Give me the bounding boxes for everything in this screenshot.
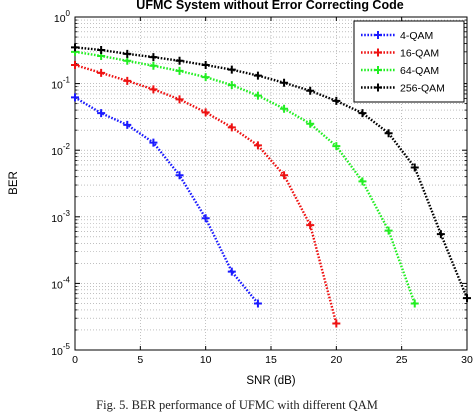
data-point — [253, 91, 262, 100]
data-point — [436, 230, 445, 239]
data-point — [97, 68, 106, 77]
data-point — [227, 123, 236, 132]
series-4-qam — [71, 93, 262, 308]
legend-item-256-qam: 256-QAM — [361, 83, 445, 95]
series-256-qam — [71, 43, 471, 303]
figure-caption: Fig. 5. BER performance of UFMC with dif… — [96, 398, 378, 412]
data-point — [97, 45, 106, 54]
data-point — [149, 61, 158, 70]
data-point — [201, 108, 210, 117]
legend-label: 64-QAM — [400, 65, 439, 77]
y-tick-label: 100 — [54, 9, 71, 25]
data-point — [253, 299, 262, 308]
data-point — [227, 65, 236, 74]
legend: 4-QAM 16-QAM 64-QAM 256-QAM — [353, 20, 465, 103]
data-point — [123, 49, 132, 58]
series-16-qam — [71, 61, 341, 328]
data-point — [280, 104, 289, 113]
data-point — [253, 71, 262, 80]
data-point — [358, 177, 367, 186]
data-point — [149, 53, 158, 62]
legend-item-16-qam: 16-QAM — [361, 48, 439, 60]
y-tick-label: 10-3 — [51, 209, 70, 225]
data-point — [410, 299, 419, 308]
series-64-qam — [71, 47, 419, 308]
axis-ticks: 0 5 10 15 20 25 30 10-5 10-4 10-3 10-2 10-1 100 — [51, 9, 473, 366]
data-point — [71, 43, 79, 52]
ber-chart: UFMC System without Error Correcting Cod… — [8, 0, 473, 387]
legend-marker — [374, 83, 382, 92]
y-tick-label: 10-5 — [51, 342, 70, 358]
data-point — [175, 66, 184, 75]
y-axis-label: BER — [8, 171, 20, 195]
grid — [75, 17, 467, 350]
legend-label: 256-QAM — [400, 83, 445, 95]
legend-label: 4-QAM — [400, 30, 433, 42]
data-point — [332, 319, 341, 328]
x-tick-label: 0 — [72, 354, 78, 366]
x-tick-label: 10 — [200, 354, 212, 366]
y-tick-label: 10-4 — [51, 275, 70, 291]
data-point — [384, 129, 393, 138]
series-line-256-qam — [74, 46, 469, 299]
legend-item-4-qam: 4-QAM — [361, 30, 433, 42]
data-point — [149, 138, 158, 147]
legend-item-64-qam: 64-QAM — [361, 65, 439, 77]
legend-marker — [374, 31, 382, 39]
data-point — [306, 119, 315, 128]
chart-title: UFMC System without Error Correcting Cod… — [136, 0, 403, 12]
data-point — [71, 93, 79, 102]
legend-marker — [374, 66, 382, 74]
data-point — [149, 85, 158, 94]
data-point — [332, 96, 341, 105]
x-tick-label: 20 — [330, 354, 342, 366]
data-point — [253, 141, 262, 150]
y-tick-label: 10-2 — [51, 142, 70, 158]
data-point — [123, 120, 132, 129]
x-tick-label: 15 — [265, 354, 277, 366]
data-point — [175, 171, 184, 180]
data-point — [463, 294, 471, 303]
data-point — [410, 163, 419, 172]
data-point — [175, 56, 184, 65]
legend-label: 16-QAM — [400, 48, 439, 60]
data-point — [306, 86, 315, 95]
data-point — [201, 61, 210, 70]
data-point — [97, 109, 106, 118]
data-point — [358, 109, 367, 118]
data-point — [332, 142, 341, 151]
x-axis-label: SNR (dB) — [246, 375, 295, 387]
data-point — [280, 171, 289, 180]
y-tick-label: 10-1 — [51, 76, 70, 92]
data-point — [201, 73, 210, 82]
series-lines — [71, 43, 471, 328]
legend-marker — [374, 48, 382, 57]
x-tick-label: 30 — [461, 354, 473, 366]
data-point — [175, 95, 184, 104]
data-point — [201, 214, 210, 223]
legend-box — [353, 20, 465, 103]
x-tick-label: 5 — [137, 354, 143, 366]
data-point — [227, 267, 236, 276]
series-line-4-qam — [74, 96, 259, 305]
data-point — [280, 78, 289, 87]
data-point — [306, 221, 315, 230]
data-point — [227, 81, 236, 90]
x-tick-label: 25 — [396, 354, 408, 366]
data-point — [71, 61, 79, 70]
data-point — [384, 226, 393, 235]
data-point — [123, 76, 132, 85]
series-line-16-qam — [74, 63, 338, 324]
data-point — [123, 56, 132, 65]
